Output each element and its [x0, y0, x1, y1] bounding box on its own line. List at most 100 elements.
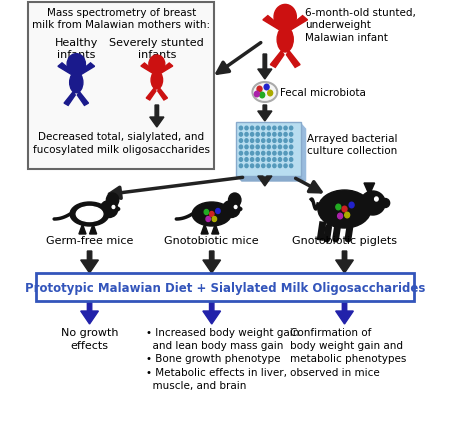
Polygon shape [263, 16, 282, 30]
Circle shape [284, 133, 287, 137]
Circle shape [336, 205, 341, 210]
Circle shape [112, 206, 115, 209]
Circle shape [106, 194, 119, 207]
Polygon shape [141, 64, 154, 74]
Circle shape [149, 56, 165, 74]
Circle shape [338, 214, 342, 219]
Polygon shape [203, 251, 220, 273]
Text: Mass spectrometry of breast
milk from Malawian mothers with:: Mass spectrometry of breast milk from Ma… [32, 8, 211, 30]
Circle shape [251, 133, 254, 137]
Circle shape [234, 206, 237, 209]
Circle shape [289, 152, 292, 156]
Circle shape [239, 146, 243, 149]
Polygon shape [79, 64, 94, 75]
Polygon shape [287, 52, 300, 68]
Polygon shape [300, 124, 306, 181]
Circle shape [256, 164, 259, 168]
Circle shape [289, 133, 292, 137]
Circle shape [251, 127, 254, 131]
Polygon shape [237, 176, 306, 181]
Circle shape [245, 139, 248, 143]
Text: Decreased total, sialylated, and
fucosylated milk oligosaccharides: Decreased total, sialylated, and fucosyl… [33, 132, 210, 155]
Circle shape [267, 152, 270, 156]
Ellipse shape [116, 208, 120, 211]
Text: Severely stunted
infants: Severely stunted infants [109, 38, 204, 59]
Circle shape [239, 139, 243, 143]
Ellipse shape [360, 191, 385, 216]
Circle shape [279, 133, 282, 137]
Ellipse shape [277, 28, 293, 53]
Text: Prototypic Malawian Diet + Sialylated Milk Oligosaccharides: Prototypic Malawian Diet + Sialylated Mi… [25, 282, 425, 295]
Text: Fecal microbiota: Fecal microbiota [280, 88, 366, 98]
Text: Germ-free mice: Germ-free mice [46, 236, 133, 246]
Circle shape [257, 87, 262, 92]
Circle shape [256, 146, 259, 149]
Circle shape [289, 127, 292, 131]
Circle shape [284, 164, 287, 168]
Circle shape [245, 133, 248, 137]
Ellipse shape [70, 203, 109, 227]
Circle shape [264, 85, 269, 91]
Text: • Increased body weight gain
  and lean body mass gain
• Bone growth phenotype
•: • Increased body weight gain and lean bo… [146, 327, 300, 390]
Circle shape [349, 203, 354, 208]
Circle shape [251, 158, 254, 162]
Circle shape [245, 158, 248, 162]
Circle shape [345, 213, 350, 218]
Polygon shape [258, 177, 272, 187]
Circle shape [206, 217, 211, 222]
Circle shape [273, 158, 276, 162]
Circle shape [239, 164, 243, 168]
Circle shape [67, 55, 86, 75]
Circle shape [374, 197, 378, 201]
FancyBboxPatch shape [28, 3, 214, 170]
Circle shape [245, 127, 248, 131]
Circle shape [273, 133, 276, 137]
Circle shape [284, 146, 287, 149]
Circle shape [256, 139, 259, 143]
Circle shape [261, 158, 265, 162]
Circle shape [251, 152, 254, 156]
Text: No growth
effects: No growth effects [61, 327, 118, 350]
Circle shape [289, 164, 292, 168]
Circle shape [261, 127, 265, 131]
Circle shape [256, 127, 259, 131]
Ellipse shape [254, 85, 275, 101]
Circle shape [245, 146, 248, 149]
Circle shape [279, 127, 282, 131]
Ellipse shape [100, 201, 118, 218]
Polygon shape [90, 224, 97, 234]
Polygon shape [79, 224, 86, 234]
Circle shape [261, 164, 265, 168]
Ellipse shape [252, 83, 277, 103]
Circle shape [229, 194, 241, 207]
Circle shape [267, 146, 270, 149]
Circle shape [251, 164, 254, 168]
Polygon shape [203, 301, 220, 324]
Circle shape [284, 158, 287, 162]
Ellipse shape [381, 199, 390, 208]
Circle shape [204, 210, 209, 215]
Circle shape [279, 158, 282, 162]
Circle shape [261, 133, 265, 137]
Polygon shape [58, 64, 73, 75]
Circle shape [212, 217, 216, 222]
Circle shape [245, 152, 248, 156]
Circle shape [261, 146, 265, 149]
Ellipse shape [192, 203, 231, 227]
Circle shape [256, 158, 259, 162]
Circle shape [245, 164, 248, 168]
Circle shape [279, 152, 282, 156]
Polygon shape [336, 251, 353, 273]
Ellipse shape [76, 207, 103, 222]
Polygon shape [77, 92, 89, 106]
Ellipse shape [70, 73, 83, 94]
Polygon shape [64, 92, 75, 106]
Ellipse shape [222, 201, 240, 218]
Circle shape [261, 152, 265, 156]
Circle shape [279, 139, 282, 143]
Circle shape [267, 133, 270, 137]
Circle shape [273, 164, 276, 168]
Polygon shape [201, 224, 208, 234]
Circle shape [284, 152, 287, 156]
Polygon shape [258, 55, 272, 80]
